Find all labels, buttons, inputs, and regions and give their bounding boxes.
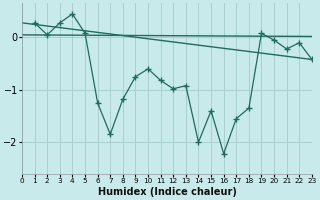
X-axis label: Humidex (Indice chaleur): Humidex (Indice chaleur) bbox=[98, 187, 236, 197]
